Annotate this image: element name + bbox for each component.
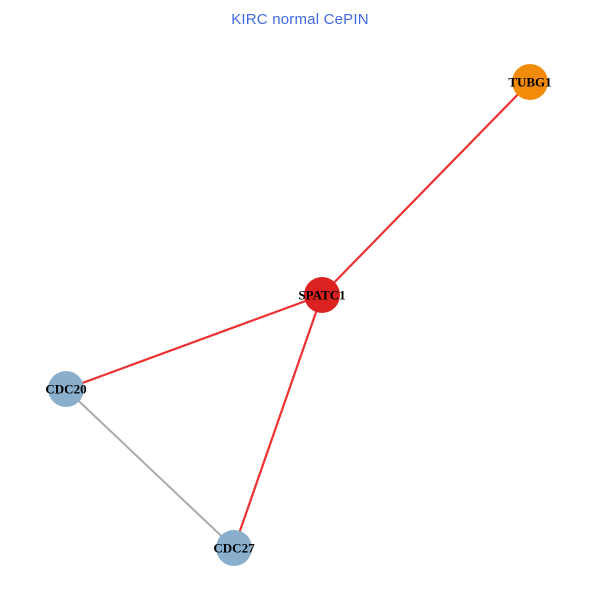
node-label-TUBG1: TUBG1 (508, 75, 551, 90)
node-label-CDC27: CDC27 (213, 541, 255, 556)
edge-SPATC1-CDC27 (232, 294, 324, 549)
node-label-CDC20: CDC20 (45, 382, 86, 397)
edge-TUBG1-SPATC1 (321, 81, 531, 296)
edge-SPATC1-CDC20 (65, 293, 323, 391)
plot-title: KIRC normal CePIN (231, 11, 369, 28)
node-SPATC1 (304, 277, 340, 313)
node-CDC20 (48, 371, 84, 407)
node-label-SPATC1: SPATC1 (298, 288, 345, 303)
node-CDC27 (216, 530, 252, 566)
edge-CDC20-CDC27 (65, 388, 235, 549)
node-TUBG1 (512, 64, 548, 100)
